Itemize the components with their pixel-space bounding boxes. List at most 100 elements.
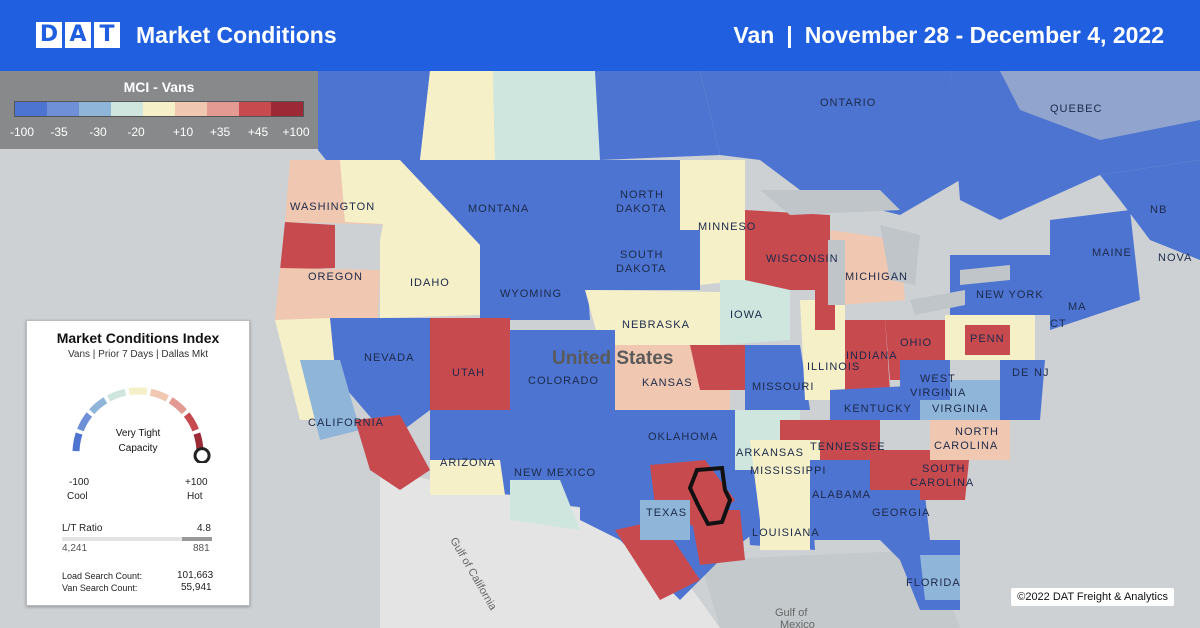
map-label-oklahoma: OKLAHOMA [648, 431, 718, 443]
legend-swatch [79, 102, 111, 116]
region-sd [585, 230, 700, 290]
region-wyoming [480, 245, 590, 320]
map-label-ontario: ONTARIO [820, 97, 876, 109]
map-label-illinois: ILLINOIS [807, 361, 860, 373]
region-or-west [280, 222, 335, 270]
dat-logo: D A T [36, 22, 120, 48]
map-label-sd-2: DAKOTA [616, 263, 666, 275]
legend-tick: +45 [247, 125, 269, 139]
legend-swatch [111, 102, 143, 116]
truck-count: 881 [193, 543, 210, 554]
logo-letter: A [65, 22, 91, 48]
legend-tick: -100 [9, 125, 35, 139]
lake-michigan [828, 240, 845, 305]
map-label-sc-2: CAROLINA [910, 477, 974, 489]
map-label-montana: MONTANA [468, 203, 529, 215]
region-east-coast [1000, 360, 1045, 420]
legend-swatch [271, 102, 303, 116]
region-colorado [510, 330, 615, 410]
map-label-louisiana: LOUISIANA [752, 527, 820, 539]
map-label-mississippi: MISSISSIPPI [750, 465, 826, 477]
region-ca-central [300, 360, 360, 440]
map-label-nova: NOVA [1158, 252, 1192, 264]
region-new-england [1050, 210, 1140, 330]
region-az-south [430, 460, 505, 495]
map-label-nd-1: NORTH [620, 189, 664, 201]
status-line-1: Very Tight [115, 428, 161, 439]
gauge-segment [89, 397, 108, 415]
logo-letter: T [94, 22, 120, 48]
gauge-segment [77, 412, 93, 432]
region-utah [430, 318, 510, 410]
gauge-segment [183, 412, 199, 432]
status-line-2: Capacity [118, 443, 158, 454]
hudson-bay [1000, 71, 1200, 140]
map-label-kansas: KANSAS [642, 377, 693, 389]
region-nevada [330, 318, 430, 440]
map-label-nc-2: CAROLINA [934, 440, 998, 452]
load-count: 4,241 [62, 543, 88, 554]
header-separator: | [786, 22, 793, 48]
gauge-segment [72, 432, 83, 452]
legend-swatch [47, 102, 79, 116]
region-manitoba [595, 71, 720, 160]
copyright: ©2022 DAT Freight & Analytics [1011, 588, 1174, 606]
map-label-arkansas: ARKANSAS [736, 447, 804, 459]
region-tx-southwest [615, 520, 700, 600]
map-label-minnesota: MINNESO [698, 221, 756, 233]
legend-title: MCI - Vans [123, 79, 195, 95]
region-tx-west [640, 500, 690, 540]
legend-swatch [239, 102, 271, 116]
legend-tick: -35 [50, 125, 68, 139]
equipment-type: Van [733, 22, 775, 48]
region-la-south [760, 520, 810, 550]
date-range: November 28 - December 4, 2022 [804, 22, 1164, 48]
legend-tick: -30 [89, 125, 107, 139]
logo-letter: D [36, 22, 62, 48]
load-search-label: Load Search Count: [62, 571, 143, 581]
legend-tick: +35 [209, 125, 231, 139]
region-south-carolina [920, 450, 970, 500]
map-label-wisconsin: WISCONSIN [766, 253, 839, 265]
gulf-of-mexico [700, 550, 960, 628]
map-label-iowa: IOWA [730, 309, 763, 321]
map-label-de: DE [1012, 367, 1029, 379]
region-idaho [380, 160, 480, 318]
region-nebraska [585, 290, 720, 345]
lake-huron [880, 225, 920, 285]
header-info: Van | November 28 - December 4, 2022 [733, 22, 1164, 49]
map-label-colorado: COLORADO [528, 375, 599, 387]
us-map: ONTARIO QUEBEC WASHINGTON OREGON IDAHO M… [0, 71, 1200, 628]
map-label-nb: NB [1150, 204, 1167, 216]
map-label-nd-2: DAKOTA [616, 203, 666, 215]
map-label-tennessee: TENNESSEE [810, 441, 886, 453]
gauge-min-label: Cool [67, 491, 88, 502]
map-label-georgia: GEORGIA [872, 507, 930, 519]
lt-ratio-bar [62, 537, 212, 541]
map-label-texas: TEXAS [646, 507, 687, 519]
van-search-label: Van Search Count: [62, 583, 138, 593]
region-alberta [420, 71, 495, 160]
mci-legend: MCI - Vans -100 -35 -30 -20 +10 +35 +45 … [0, 71, 318, 149]
region-ontario [700, 71, 960, 215]
legend-color-bar [14, 101, 304, 117]
region-wa-east [340, 160, 400, 225]
map-label-utah: UTAH [452, 367, 485, 379]
map-label-florida: FLORIDA [906, 577, 961, 589]
region-mississippi [750, 440, 820, 520]
lt-ratio-bar-fill [182, 537, 212, 541]
region-pa-central [965, 325, 1010, 355]
region-saskatchewan [493, 71, 600, 160]
card-title: Market Conditions Index [56, 330, 220, 346]
map-label-idaho: IDAHO [410, 277, 450, 289]
lt-ratio-label: L/T Ratio [62, 523, 103, 534]
map-label-indiana: INDIANA [846, 350, 898, 362]
region-north-carolina [930, 420, 1010, 460]
gauge-max-label: Hot [187, 491, 203, 502]
mci-gauge [72, 387, 211, 463]
region-nd [585, 160, 680, 230]
gauge-status: Very Tight Capacity [95, 426, 181, 456]
gauge-segment [149, 388, 170, 402]
map-label-wv-1: WEST [920, 373, 956, 385]
map-label-nj: NJ [1034, 367, 1049, 379]
